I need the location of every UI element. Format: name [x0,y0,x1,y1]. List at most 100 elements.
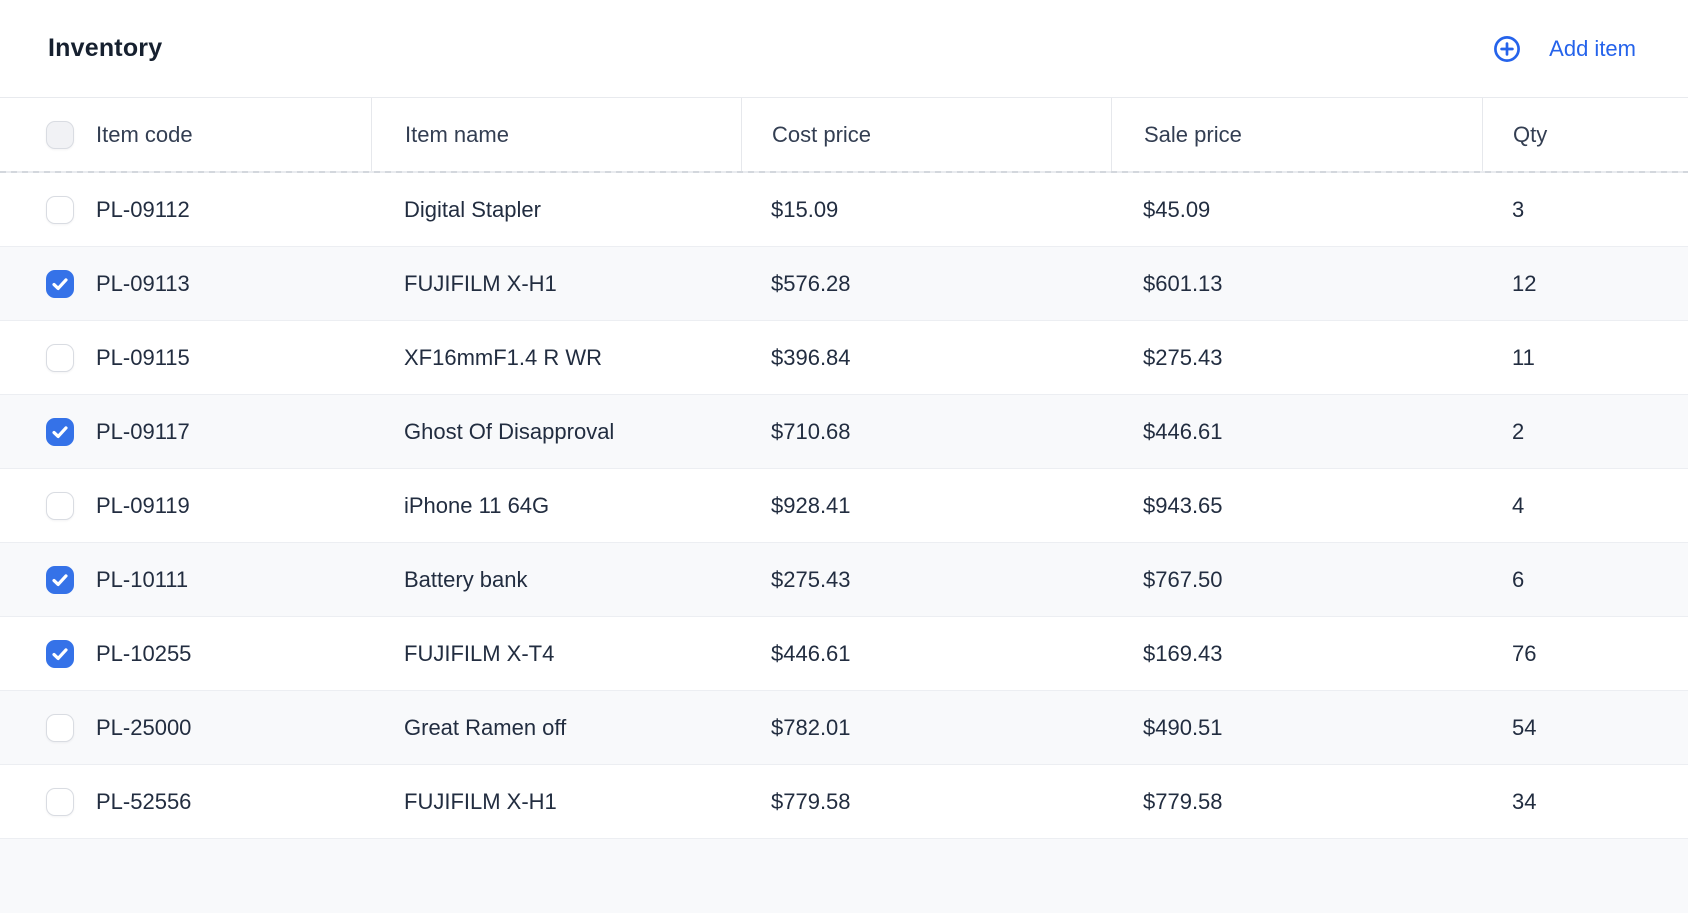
check-icon [52,647,68,660]
sale-price-text: $169.43 [1143,640,1223,666]
qty-cell: 12 [1482,247,1688,320]
qty-text: 2 [1512,418,1525,444]
add-item-button[interactable]: Add item [1493,35,1636,63]
table-body: PL-09112 Digital Stapler $15.09 $45.09 3… [0,173,1688,913]
item-code-cell: PL-52556 [0,765,371,838]
sale-price-cell: $275.43 [1111,321,1482,394]
item-code-cell: PL-09117 [0,395,371,468]
qty-cell: 6 [1482,543,1688,616]
sale-price-cell: $943.65 [1111,469,1482,542]
title-bar: Inventory Add item [0,0,1688,97]
item-code-text: PL-09112 [96,196,190,222]
item-name-text: Battery bank [404,566,528,592]
cost-price-text: $710.68 [771,418,851,444]
sale-price-text: $45.09 [1143,196,1211,222]
sale-price-cell: $767.50 [1111,543,1482,616]
qty-text: 34 [1512,788,1537,814]
sale-price-text: $275.43 [1143,344,1223,370]
item-code-cell: PL-10255 [0,617,371,690]
column-header-label: Cost price [772,121,872,147]
cost-price-text: $396.84 [771,344,851,370]
item-name-cell: FUJIFILM X-H1 [371,765,741,838]
sale-price-cell: $779.58 [1111,765,1482,838]
qty-cell: 2 [1482,395,1688,468]
item-code-text: PL-25000 [96,714,192,740]
item-name-cell: FUJIFILM X-T4 [371,617,741,690]
sale-price-text: $767.50 [1143,566,1223,592]
cost-price-text: $928.41 [771,492,851,518]
item-code-text: PL-09113 [96,270,190,296]
cost-price-cell: $576.28 [741,247,1111,320]
row-checkbox[interactable] [46,787,74,816]
cost-price-text: $275.43 [771,566,851,592]
column-header-qty: Qty [1482,98,1688,171]
row-checkbox[interactable] [46,343,74,372]
item-name-cell: Great Ramen off [371,691,741,764]
column-header-label: Sale price [1144,121,1242,147]
table-row: PL-09113 FUJIFILM X-H1 $576.28 $601.13 1… [0,247,1688,321]
item-name-text: FUJIFILM X-H1 [404,788,557,814]
qty-text: 6 [1512,566,1525,592]
item-name-cell: FUJIFILM X-H1 [371,247,741,320]
qty-cell: 34 [1482,765,1688,838]
cost-price-cell: $710.68 [741,395,1111,468]
cost-price-cell: $779.58 [741,765,1111,838]
item-code-text: PL-09115 [96,344,190,370]
item-name-text: Great Ramen off [404,714,567,740]
qty-text: 4 [1512,492,1525,518]
table-row: PL-09117 Ghost Of Disapproval $710.68 $4… [0,395,1688,469]
sale-price-cell: $45.09 [1111,173,1482,246]
item-name-text: FUJIFILM X-T4 [404,640,555,666]
table-row: PL-10255 FUJIFILM X-T4 $446.61 $169.43 7… [0,617,1688,691]
table-row: PL-09115 XF16mmF1.4 R WR $396.84 $275.43… [0,321,1688,395]
table-row: PL-09112 Digital Stapler $15.09 $45.09 3 [0,173,1688,247]
check-icon [52,277,68,290]
sale-price-cell: $601.13 [1111,247,1482,320]
item-code-text: PL-10255 [96,640,192,666]
sale-price-text: $779.58 [1143,788,1223,814]
qty-text: 11 [1512,344,1535,370]
qty-text: 3 [1512,196,1525,222]
page-title: Inventory [48,34,163,62]
item-code-text: PL-10111 [96,566,189,592]
qty-text: 12 [1512,270,1537,296]
row-checkbox[interactable] [46,713,74,742]
qty-cell: 4 [1482,469,1688,542]
row-checkbox[interactable] [46,269,74,298]
row-checkbox[interactable] [46,491,74,520]
row-checkbox[interactable] [46,565,74,594]
item-code-cell: PL-09115 [0,321,371,394]
select-all-checkbox[interactable] [46,120,74,149]
item-name-text: XF16mmF1.4 R WR [404,344,603,370]
item-code-cell: PL-09119 [0,469,371,542]
table-row: PL-10111 Battery bank $275.43 $767.50 6 [0,543,1688,617]
check-icon [52,573,68,586]
item-code-text: PL-52556 [96,788,192,814]
item-name-text: Digital Stapler [404,196,541,222]
column-header-cost-price: Cost price [741,98,1111,171]
column-header-label: Qty [1513,121,1548,147]
row-checkbox[interactable] [46,639,74,668]
item-code-text: PL-09119 [96,492,190,518]
cost-price-cell: $396.84 [741,321,1111,394]
sale-price-text: $601.13 [1143,270,1223,296]
cost-price-text: $779.58 [771,788,851,814]
column-header-label: Item name [405,121,509,147]
sale-price-text: $490.51 [1143,714,1223,740]
table-row: PL-09119 iPhone 11 64G $928.41 $943.65 4 [0,469,1688,543]
cost-price-text: $446.61 [771,640,851,666]
cost-price-text: $782.01 [771,714,851,740]
item-name-cell: Digital Stapler [371,173,741,246]
sale-price-cell: $169.43 [1111,617,1482,690]
item-name-text: iPhone 11 64G [404,492,550,518]
qty-cell: 76 [1482,617,1688,690]
item-name-cell: XF16mmF1.4 R WR [371,321,741,394]
row-checkbox[interactable] [46,417,74,446]
plus-circle-icon [1493,35,1521,63]
sale-price-cell: $446.61 [1111,395,1482,468]
row-checkbox[interactable] [46,195,74,224]
table-row: PL-25000 Great Ramen off $782.01 $490.51… [0,691,1688,765]
table-header-row: Item code Item name Cost price Sale pric… [0,97,1688,173]
item-name-cell: Ghost Of Disapproval [371,395,741,468]
table-row-partial [0,839,1688,913]
